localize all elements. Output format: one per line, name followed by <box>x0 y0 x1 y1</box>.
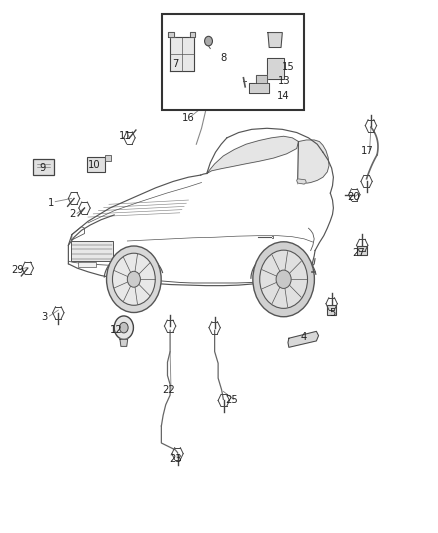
Text: 25: 25 <box>226 395 238 406</box>
Text: 23: 23 <box>169 454 182 464</box>
Text: 2: 2 <box>70 209 76 220</box>
Polygon shape <box>207 136 298 173</box>
Circle shape <box>260 250 307 309</box>
Text: 14: 14 <box>277 91 290 101</box>
Circle shape <box>276 270 291 288</box>
Text: 16: 16 <box>182 112 195 123</box>
Text: 22: 22 <box>162 385 175 395</box>
Text: 5: 5 <box>329 308 336 318</box>
Text: 13: 13 <box>278 77 291 86</box>
Circle shape <box>120 322 128 333</box>
Text: 10: 10 <box>88 160 101 171</box>
Text: 29: 29 <box>11 265 24 275</box>
Circle shape <box>253 242 314 317</box>
Text: 12: 12 <box>110 325 123 335</box>
Polygon shape <box>288 332 318 348</box>
Polygon shape <box>120 340 127 346</box>
Text: 7: 7 <box>172 60 179 69</box>
Text: 1: 1 <box>48 198 54 208</box>
Bar <box>327 305 336 315</box>
Bar <box>78 262 96 266</box>
Polygon shape <box>267 58 284 79</box>
Circle shape <box>127 271 141 287</box>
Polygon shape <box>249 83 269 93</box>
Text: 20: 20 <box>347 192 360 203</box>
Polygon shape <box>297 179 306 184</box>
Text: 3: 3 <box>41 312 47 322</box>
Polygon shape <box>298 140 329 183</box>
Circle shape <box>205 36 212 46</box>
Circle shape <box>114 316 134 340</box>
Text: 4: 4 <box>301 332 307 342</box>
Polygon shape <box>256 75 267 83</box>
Bar <box>71 241 113 261</box>
Polygon shape <box>170 37 194 71</box>
Text: 27: 27 <box>352 248 365 258</box>
Circle shape <box>106 246 161 312</box>
Text: 8: 8 <box>220 53 226 62</box>
Text: 15: 15 <box>282 62 294 71</box>
Polygon shape <box>268 33 283 47</box>
Bar <box>87 157 105 172</box>
Text: 9: 9 <box>39 163 46 173</box>
Bar <box>162 14 304 110</box>
Bar <box>105 156 111 161</box>
Bar <box>357 246 367 255</box>
Circle shape <box>113 253 155 305</box>
Polygon shape <box>168 31 173 37</box>
Polygon shape <box>190 31 195 37</box>
Text: 11: 11 <box>119 131 131 141</box>
Text: 17: 17 <box>361 146 374 156</box>
Bar <box>33 159 54 175</box>
